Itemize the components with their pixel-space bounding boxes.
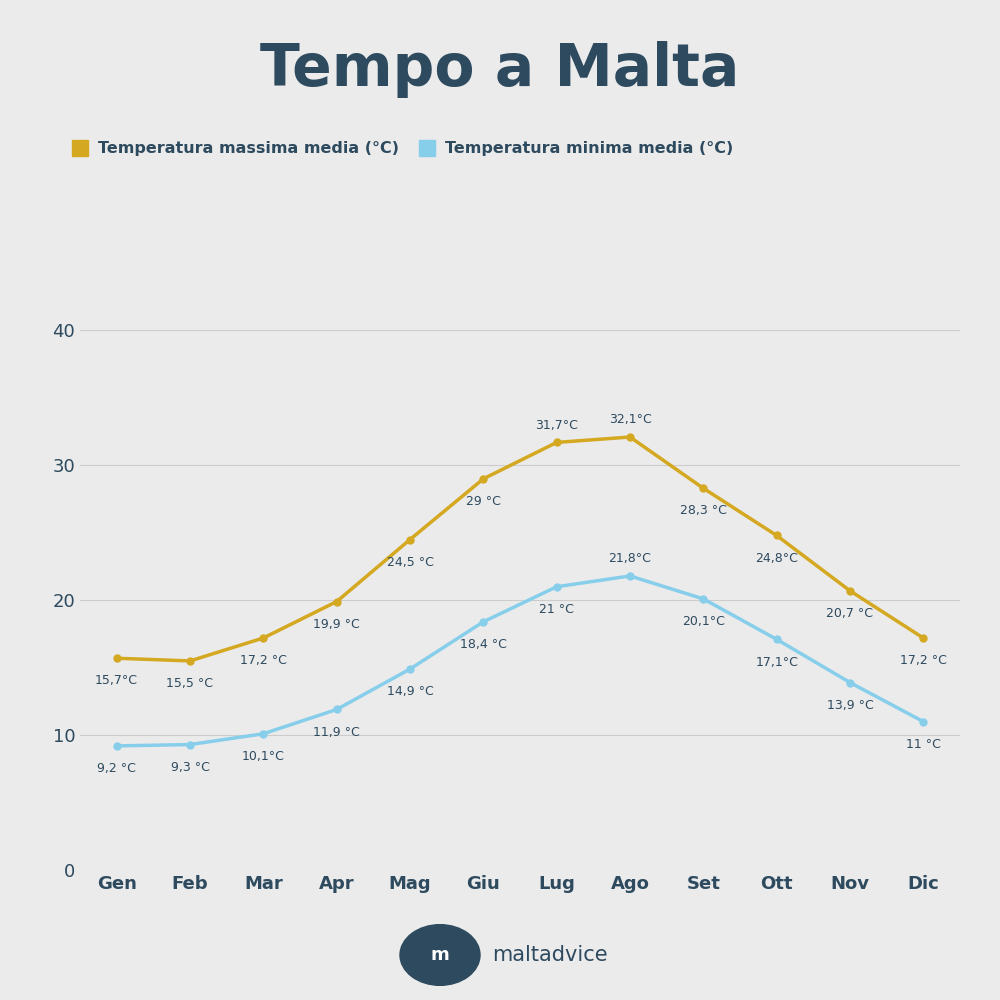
Text: 11 °C: 11 °C xyxy=(906,738,941,751)
Text: 20,1°C: 20,1°C xyxy=(682,615,725,628)
Text: 28,3 °C: 28,3 °C xyxy=(680,504,727,517)
Text: 21,8°C: 21,8°C xyxy=(609,552,651,565)
Text: 15,7°C: 15,7°C xyxy=(95,674,138,687)
Text: 14,9 °C: 14,9 °C xyxy=(387,685,433,698)
Text: Tempo a Malta: Tempo a Malta xyxy=(260,41,740,99)
Text: 17,2 °C: 17,2 °C xyxy=(240,654,287,667)
Ellipse shape xyxy=(400,925,480,985)
Text: 11,9 °C: 11,9 °C xyxy=(313,726,360,739)
Text: 17,2 °C: 17,2 °C xyxy=(900,654,947,667)
Text: 10,1°C: 10,1°C xyxy=(242,750,285,763)
Text: 17,1°C: 17,1°C xyxy=(755,656,798,669)
Text: 9,2 °C: 9,2 °C xyxy=(97,762,136,775)
Text: 24,8°C: 24,8°C xyxy=(755,552,798,565)
Text: 31,7°C: 31,7°C xyxy=(535,419,578,432)
Text: 18,4 °C: 18,4 °C xyxy=(460,638,507,651)
Text: m: m xyxy=(431,946,449,964)
Text: maltadvice: maltadvice xyxy=(492,945,608,965)
Text: 32,1°C: 32,1°C xyxy=(609,413,651,426)
Text: 20,7 °C: 20,7 °C xyxy=(826,607,874,620)
Text: 19,9 °C: 19,9 °C xyxy=(313,618,360,631)
Text: 15,5 °C: 15,5 °C xyxy=(166,677,214,690)
Text: 29 °C: 29 °C xyxy=(466,495,501,508)
Text: 24,5 °C: 24,5 °C xyxy=(387,556,433,569)
Legend: Temperatura massima media (°C), Temperatura minima media (°C): Temperatura massima media (°C), Temperat… xyxy=(70,141,733,156)
Text: 9,3 °C: 9,3 °C xyxy=(171,761,209,774)
Text: 13,9 °C: 13,9 °C xyxy=(827,699,873,712)
Text: 21 °C: 21 °C xyxy=(539,603,574,616)
